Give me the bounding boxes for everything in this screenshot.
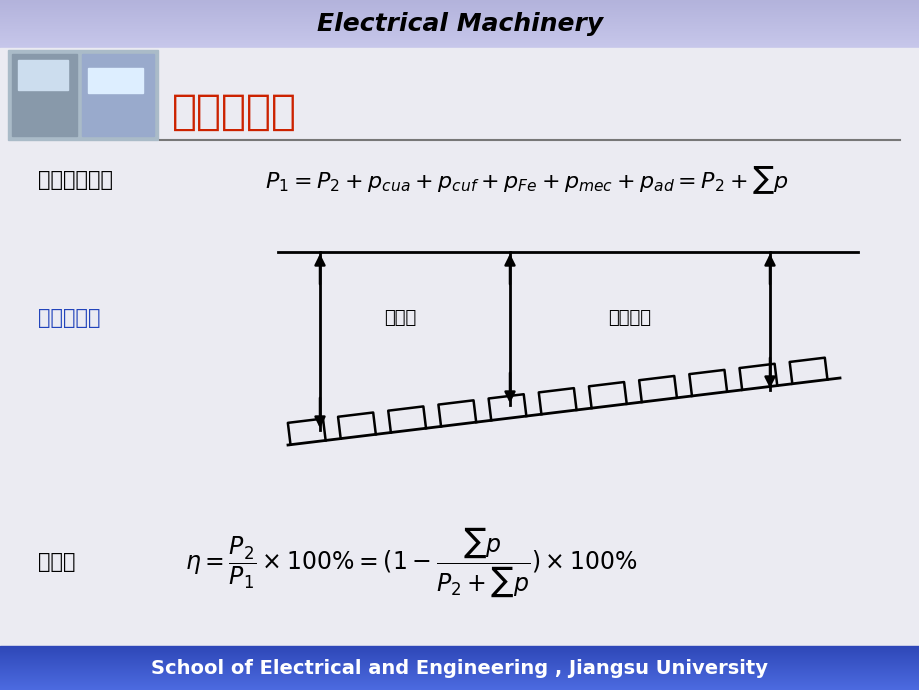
Text: 功率流程：: 功率流程： xyxy=(38,308,100,328)
Bar xyxy=(82,54,153,136)
Text: 功率平衡式: 功率平衡式 xyxy=(172,91,297,133)
Text: Electrical Machinery: Electrical Machinery xyxy=(316,12,603,36)
Bar xyxy=(8,50,158,140)
Bar xyxy=(88,68,142,93)
Text: 功率平衡式：: 功率平衡式： xyxy=(38,170,113,190)
Text: 机械功率: 机械功率 xyxy=(607,309,651,327)
Text: $P_1 = P_2 + p_{cua} + p_{cuf} + p_{Fe} + p_{mec} + p_{ad} = P_2 + \sum p$: $P_1 = P_2 + p_{cua} + p_{cuf} + p_{Fe} … xyxy=(265,164,788,196)
Bar xyxy=(12,54,77,136)
Text: $\eta = \dfrac{P_2}{P_1} \times 100\% = (1 - \dfrac{\sum p}{P_2 + \sum p}) \time: $\eta = \dfrac{P_2}{P_1} \times 100\% = … xyxy=(185,525,637,599)
Bar xyxy=(18,60,68,90)
Text: 效率：: 效率： xyxy=(38,552,75,572)
Text: School of Electrical and Engineering , Jiangsu University: School of Electrical and Engineering , J… xyxy=(152,658,767,678)
Text: 电功率: 电功率 xyxy=(383,309,415,327)
